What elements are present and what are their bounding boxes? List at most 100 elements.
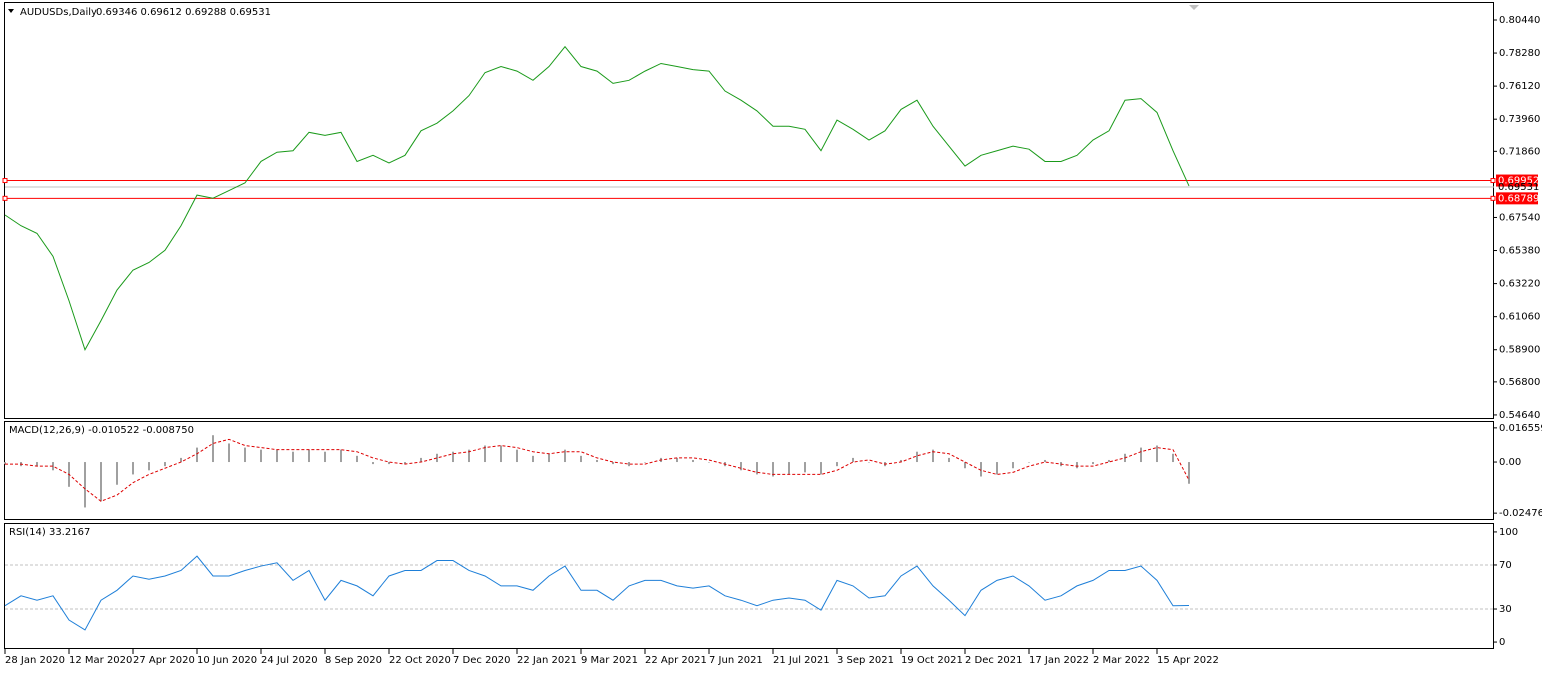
- macd-bar: [324, 451, 326, 463]
- macd-bar: [548, 453, 550, 463]
- x-tick-label: 22 Jan 2021: [517, 655, 577, 666]
- x-tick-label: 28 Jan 2020: [5, 655, 65, 666]
- macd-bar: [148, 462, 150, 471]
- macd-bar: [676, 457, 678, 463]
- x-tick-label: 27 Apr 2020: [133, 655, 195, 666]
- y-tick-label: 70: [1499, 560, 1512, 571]
- macd-bar: [900, 459, 902, 463]
- y-tick-label: 0.76120: [1499, 81, 1540, 92]
- x-tick-label: 22 Oct 2020: [389, 655, 451, 666]
- level-label: 0.68789: [1498, 193, 1539, 204]
- macd-bar: [1108, 459, 1110, 463]
- macd-bar: [1012, 462, 1014, 469]
- x-tick-label: 17 Jan 2022: [1029, 655, 1089, 666]
- macd-bar: [836, 462, 838, 467]
- macd-bar: [292, 451, 294, 463]
- macd-bar: [132, 462, 134, 475]
- macd-bar: [52, 462, 54, 471]
- rsi-title: RSI(14) 33.2167: [9, 527, 90, 538]
- macd-bar: [788, 462, 790, 475]
- level-handle: [1490, 178, 1496, 184]
- macd-bar: [260, 449, 262, 463]
- signal-line: [5, 438, 1190, 502]
- x-tick-label: 7 Dec 2020: [453, 655, 511, 666]
- macd-bar: [84, 462, 86, 508]
- y-tick-label: 0.78280: [1499, 48, 1540, 59]
- level-label: 0.69952: [1498, 176, 1539, 187]
- macd-bar: [516, 449, 518, 463]
- x-tick-label: 7 Jun 2021: [709, 655, 763, 666]
- level-handle: [2, 195, 8, 201]
- macd-panel: [4, 421, 1494, 520]
- y-tick-label: 0.61060: [1499, 312, 1540, 323]
- x-tick-label: 2 Mar 2022: [1093, 655, 1150, 666]
- macd-bar: [868, 462, 870, 463]
- macd-bar: [164, 462, 166, 467]
- macd-bar: [596, 459, 598, 463]
- macd-bar: [372, 462, 374, 465]
- x-tick-label: 19 Oct 2021: [901, 655, 963, 666]
- menu-triangle[interactable]: [8, 9, 14, 13]
- x-tick-label: 10 Jun 2020: [197, 655, 257, 666]
- macd-bar: [580, 455, 582, 463]
- macd-bar: [436, 453, 438, 463]
- current-price-label: 0.69531: [1498, 182, 1539, 193]
- y-tick-label: 0.54640: [1499, 410, 1540, 421]
- shift-marker: [1189, 5, 1199, 10]
- macd-bar: [628, 462, 630, 467]
- macd-bar: [1076, 462, 1078, 469]
- x-tick-label: 8 Sep 2020: [325, 655, 382, 666]
- macd-bar: [980, 462, 982, 477]
- rsi-panel: [4, 523, 1494, 649]
- macd-bar: [852, 457, 854, 463]
- symbol-title: AUDUSDs,Daily: [20, 7, 97, 18]
- x-tick-label: 24 Jul 2020: [261, 655, 318, 666]
- level-handle: [1490, 195, 1496, 201]
- macd-bar: [340, 449, 342, 463]
- price-line: [4, 45, 1190, 351]
- macd-bar: [996, 462, 998, 475]
- y-tick-label: 0.67540: [1499, 212, 1540, 223]
- macd-bar: [388, 462, 390, 465]
- y-tick-label: 0.71860: [1499, 146, 1540, 157]
- macd-bar: [964, 462, 966, 469]
- x-tick-label: 9 Mar 2021: [581, 655, 638, 666]
- level-handle: [2, 178, 8, 184]
- macd-bar: [1172, 453, 1174, 463]
- macd-bar: [804, 462, 806, 473]
- macd-bar: [180, 457, 182, 463]
- y-tick-label: 0.00: [1499, 457, 1521, 468]
- macd-bar: [756, 462, 758, 475]
- ohlc-values: 0.69346 0.69612 0.69288 0.69531: [96, 7, 271, 18]
- macd-bar: [692, 459, 694, 463]
- y-tick-label: 30: [1499, 604, 1512, 615]
- macd-bar: [532, 455, 534, 463]
- x-tick-label: 2 Dec 2021: [965, 655, 1023, 666]
- macd-bar: [612, 462, 614, 465]
- main-panel: [4, 2, 1494, 419]
- macd-bar: [932, 449, 934, 463]
- macd-bar: [820, 462, 822, 475]
- macd-bar: [404, 462, 406, 465]
- macd-bar: [1044, 459, 1046, 463]
- x-tick-label: 21 Jul 2021: [773, 655, 830, 666]
- y-tick-label: 0: [1499, 637, 1505, 648]
- level-label-bg: [1496, 174, 1538, 187]
- macd-bar: [484, 445, 486, 463]
- macd-bar: [228, 443, 230, 463]
- y-tick-label: 0.65380: [1499, 246, 1540, 257]
- y-tick-label: 0.56800: [1499, 377, 1540, 388]
- macd-bar: [1188, 462, 1190, 484]
- macd-bar: [500, 445, 502, 463]
- macd-bar: [420, 457, 422, 463]
- macd-bar: [100, 462, 102, 502]
- x-tick-label: 3 Sep 2021: [837, 655, 894, 666]
- macd-bar: [564, 449, 566, 463]
- macd-bar: [308, 449, 310, 463]
- macd-bar: [452, 451, 454, 463]
- macd-bar: [244, 447, 246, 463]
- macd-bar: [116, 462, 118, 485]
- x-tick-label: 15 Apr 2022: [1157, 655, 1219, 666]
